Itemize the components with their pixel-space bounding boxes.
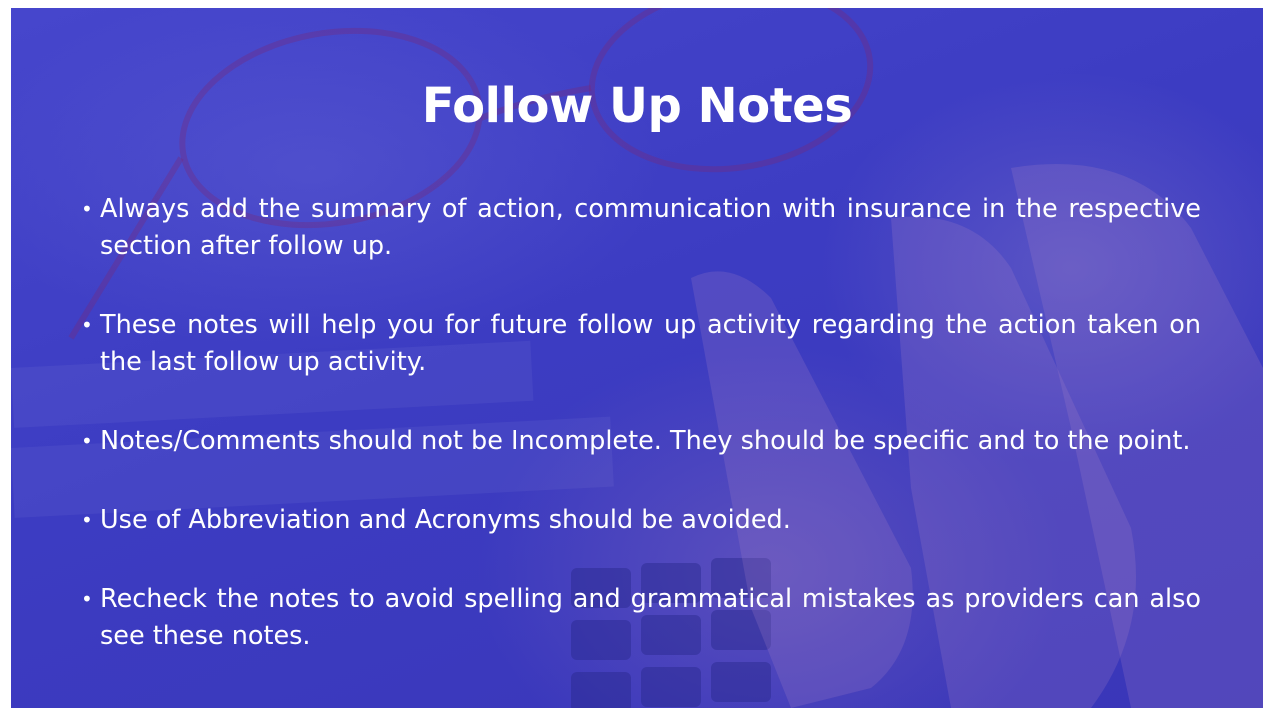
bullet-marker: • (81, 508, 93, 532)
background-photo (11, 8, 1263, 708)
bullet-item: • Recheck the notes to avoid spelling an… (81, 581, 1201, 655)
slide-title: Follow Up Notes (421, 78, 853, 134)
bullet-marker: • (81, 313, 93, 337)
slide: Follow Up Notes • Always add the summary… (11, 8, 1263, 708)
bullet-item: • Use of Abbreviation and Acronyms shoul… (81, 502, 1201, 539)
bullet-text: Use of Abbreviation and Acronyms should … (100, 505, 791, 535)
bullet-marker: • (81, 429, 93, 453)
bullet-text: Always add the summary of action, commun… (100, 194, 1201, 261)
bullet-marker: • (81, 197, 93, 221)
bullet-text: These notes will help you for future fol… (100, 310, 1201, 377)
bullet-text: Recheck the notes to avoid spelling and … (100, 584, 1201, 651)
bullet-list: • Always add the summary of action, comm… (81, 191, 1201, 655)
bullet-marker: • (81, 587, 93, 611)
bullet-item: • Notes/Comments should not be Incomplet… (81, 423, 1201, 460)
bullet-item: • Always add the summary of action, comm… (81, 191, 1201, 265)
bullet-item: • These notes will help you for future f… (81, 307, 1201, 381)
bullet-text: Notes/Comments should not be Incomplete.… (100, 426, 1191, 456)
